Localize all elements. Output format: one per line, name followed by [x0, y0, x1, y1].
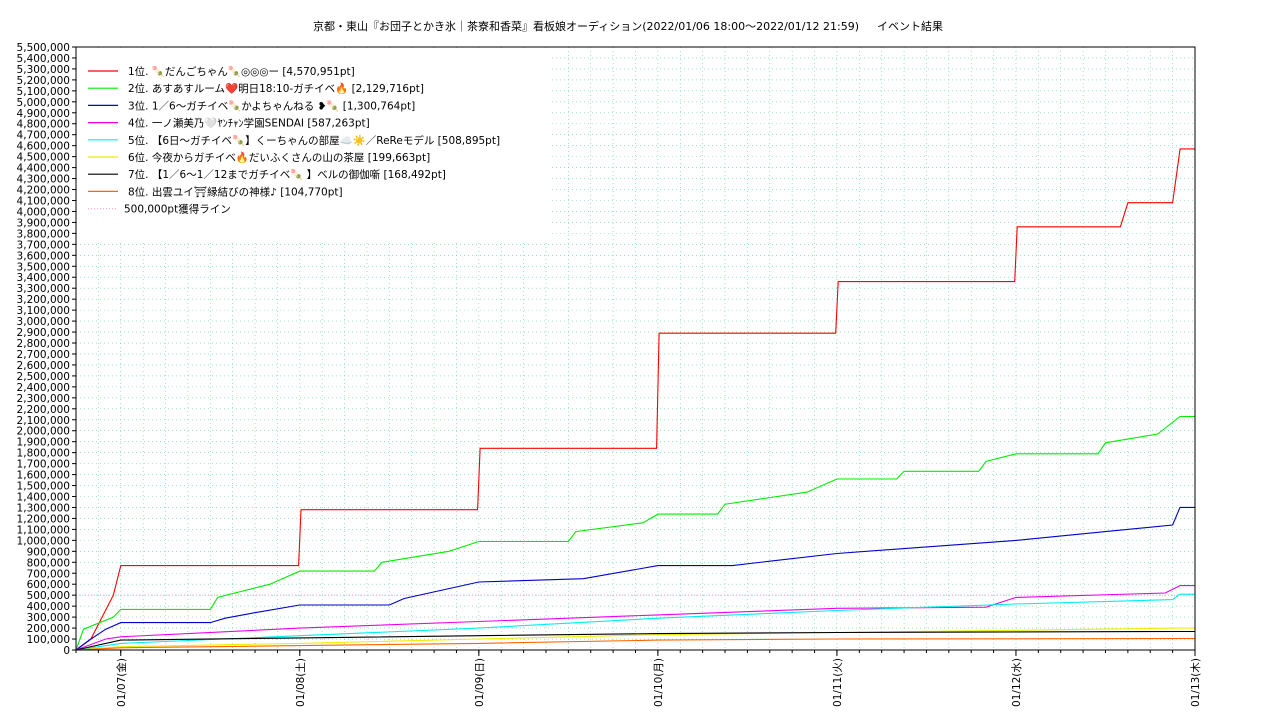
- y-tick-label: 1,700,000: [17, 459, 70, 471]
- y-tick-label: 1,600,000: [17, 470, 70, 482]
- legend-label: 4位. 一ノ瀬美乃🤍ﾔﾝﾁｬﾝ学園SENDAI [587,263pt]: [128, 117, 370, 130]
- legend-label: 5位. 【6日〜ガチイベ🍡】くーちゃんの部屋☁️☀️／ReReモデル [508,…: [128, 134, 500, 147]
- axes: [72, 46, 1196, 656]
- x-tick-label: 01/12(水): [1011, 658, 1023, 707]
- y-tick-label: 1,100,000: [17, 524, 70, 536]
- series-line-6: [75, 627, 1195, 651]
- y-tick-label: 100,000: [27, 634, 70, 646]
- y-tick-label: 3,200,000: [17, 294, 70, 306]
- y-tick-label: 2,100,000: [17, 415, 70, 427]
- chart-title: 京都・東山『お団子とかき氷｜茶寮和香菜』看板娘オーディション(2022/01/0…: [313, 19, 859, 33]
- y-tick-label: 5,200,000: [17, 75, 70, 87]
- y-tick-label: 2,200,000: [17, 404, 70, 416]
- y-tick-label: 1,900,000: [17, 437, 70, 449]
- y-tick-label: 2,800,000: [17, 338, 70, 350]
- y-tick-label: 3,600,000: [17, 250, 70, 262]
- x-tick-label: 01/13(木): [1190, 658, 1202, 707]
- y-tick-label: 900,000: [27, 546, 70, 558]
- x-tick-label: 01/08(土): [294, 658, 307, 707]
- y-tick-label: 4,100,000: [17, 195, 70, 207]
- series-line-2: [75, 415, 1195, 651]
- y-tick-label: 4,300,000: [17, 174, 70, 186]
- y-tick-label: 2,500,000: [17, 371, 70, 383]
- y-tick-labels: 0100,000200,000300,000400,000500,000600,…: [17, 42, 70, 657]
- legend-label: 3位. 1／6〜ガチイベ🍡かよちゃんねる ❥🍡 [1,300,764pt]: [128, 99, 415, 112]
- y-tick-label: 3,000,000: [17, 316, 70, 328]
- y-tick-label: 4,700,000: [17, 130, 70, 142]
- x-tick-label: 01/07(金): [115, 658, 128, 707]
- series-lines: [75, 148, 1195, 651]
- y-tick-label: 4,600,000: [17, 141, 70, 153]
- series-line-5: [75, 593, 1195, 651]
- y-tick-label: 4,400,000: [17, 163, 70, 175]
- y-tick-label: 700,000: [27, 568, 70, 580]
- legend-label: 7位. 【1／6〜1／12までガチイベ🍡 】ベルの御伽噺 [168,492pt]: [128, 168, 446, 181]
- legend-label: 6位. 今夜からガチイベ🔥だいふくさんの山の茶屋 [199,663pt]: [128, 151, 430, 164]
- y-tick-label: 3,900,000: [17, 217, 70, 229]
- legend-label: 1位. 🍡だんごちゃん🍡◎◎◎ー [4,570,951pt]: [128, 65, 355, 78]
- y-tick-label: 3,800,000: [17, 228, 70, 240]
- y-tick-label: 2,400,000: [17, 382, 70, 394]
- x-tick-label: 01/10(月): [653, 658, 665, 707]
- y-tick-label: 600,000: [27, 579, 70, 591]
- series-line-4: [75, 585, 1195, 651]
- y-tick-label: 2,600,000: [17, 360, 70, 372]
- y-tick-label: 4,000,000: [17, 206, 70, 218]
- y-tick-label: 5,300,000: [17, 64, 70, 76]
- x-tick-label: 01/09(日): [474, 658, 486, 707]
- y-tick-label: 1,300,000: [17, 502, 70, 514]
- y-tick-label: 4,800,000: [17, 119, 70, 131]
- y-tick-label: 5,100,000: [17, 86, 70, 98]
- grid-lines: [75, 46, 1196, 651]
- y-tick-label: 1,800,000: [17, 448, 70, 460]
- x-tick-labels: 01/07(金) 01/08(土) 01/09(日) 01/10(月) 01/11(火)…: [115, 658, 1202, 707]
- y-tick-label: 1,500,000: [17, 481, 70, 493]
- y-tick-label: 3,500,000: [17, 261, 70, 273]
- y-tick-label: 3,700,000: [17, 239, 70, 251]
- y-tick-label: 5,500,000: [17, 42, 70, 54]
- series-line-7: [75, 630, 1195, 651]
- y-tick-label: 300,000: [27, 612, 70, 624]
- legend-label: 2位. あすあすルーム❤️明日18:10-ガチイベ🔥 [2,129,716pt]: [128, 82, 424, 95]
- y-tick-label: 200,000: [27, 623, 70, 635]
- y-tick-label: 500,000: [27, 590, 70, 602]
- y-tick-label: 3,400,000: [17, 272, 70, 284]
- y-tick-label: 4,500,000: [17, 152, 70, 164]
- y-tick-label: 2,300,000: [17, 393, 70, 405]
- y-tick-label: 5,400,000: [17, 53, 70, 65]
- legend-label: 8位. 出雲ユイ⛩縁結びの神様♪ [104,770pt]: [128, 185, 343, 198]
- x-tick-label: 01/11(火): [832, 658, 844, 707]
- legend: 1位. 🍡だんごちゃん🍡◎◎◎ー [4,570,951pt] 2位. あすあすルー…: [88, 65, 500, 216]
- y-tick-label: 1,200,000: [17, 513, 70, 525]
- series-line-3: [75, 506, 1195, 651]
- y-tick-label: 2,700,000: [17, 349, 70, 361]
- y-tick-label: 400,000: [27, 601, 70, 613]
- y-tick-label: 1,000,000: [17, 535, 70, 547]
- y-tick-label: 4,200,000: [17, 185, 70, 197]
- y-tick-label: 3,300,000: [17, 283, 70, 295]
- series-line-8: [75, 637, 1195, 651]
- y-tick-label: 5,000,000: [17, 97, 70, 109]
- y-tick-label: 2,900,000: [17, 327, 70, 339]
- y-tick-label: 4,900,000: [17, 108, 70, 120]
- y-tick-label: 800,000: [27, 557, 70, 569]
- legend-label-reference: 500,000pt獲得ライン: [124, 203, 231, 216]
- plot-frame: [75, 46, 1196, 651]
- y-tick-label: 2,000,000: [17, 426, 70, 438]
- legend-background: [77, 48, 549, 240]
- chart-subtitle: イベント結果: [877, 19, 943, 33]
- series-line-1: [75, 148, 1195, 651]
- y-tick-label: 3,100,000: [17, 305, 70, 317]
- y-tick-label: 0: [63, 645, 70, 657]
- y-tick-label: 1,400,000: [17, 492, 70, 504]
